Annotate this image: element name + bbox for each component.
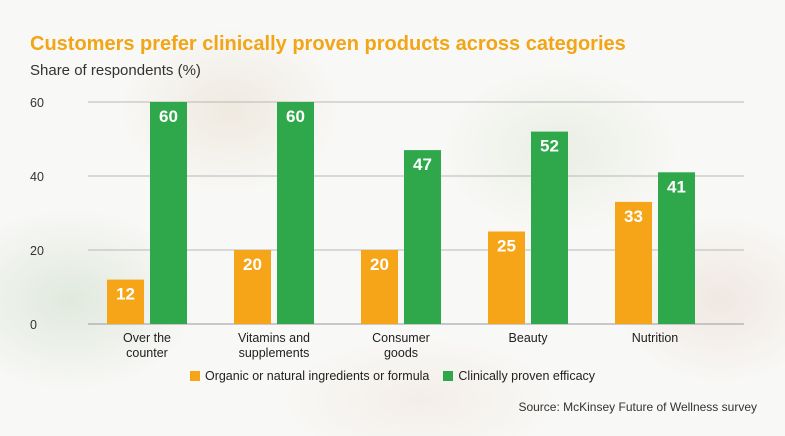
x-tick-label-line: supplements	[239, 346, 310, 360]
x-tick-label: Vitamins and supplements	[238, 331, 310, 360]
x-tick-label-line: Nutrition	[632, 331, 679, 345]
bar-organic	[488, 231, 525, 324]
bar-value-label: 41	[667, 177, 686, 196]
bar-value-label: 60	[159, 107, 178, 126]
x-tick-label-line: Beauty	[509, 331, 549, 345]
y-tick-label: 40	[30, 170, 44, 184]
bar-value-label: 20	[243, 255, 262, 274]
bar-clinical	[531, 131, 568, 324]
bar-clinical	[277, 102, 314, 324]
legend-item-organic: Organic or natural ingredients or formul…	[189, 369, 430, 383]
y-tick-label: 20	[30, 244, 44, 258]
legend-label-clinical: Clinically proven efficacy	[458, 369, 596, 383]
bar-value-label: 12	[116, 285, 135, 304]
chart-subtitle: Share of respondents (%)	[30, 62, 201, 79]
x-tick-label-line: counter	[126, 346, 168, 360]
x-tick-label-line: goods	[384, 346, 418, 360]
legend-label-organic: Organic or natural ingredients or formul…	[204, 369, 430, 383]
x-tick-label: Consumer goods	[372, 331, 430, 360]
x-tick-label: Beauty	[509, 331, 549, 345]
bar-clinical	[658, 172, 695, 324]
bar-clinical	[150, 102, 187, 324]
legend: Organic or natural ingredients or formul…	[0, 369, 785, 383]
x-tick-label-line: Vitamins and	[238, 331, 310, 345]
bar-organic	[361, 250, 398, 324]
bar-value-label: 25	[497, 237, 516, 256]
bar-organic	[107, 279, 144, 324]
bar-value-label: 60	[286, 107, 305, 126]
bar-value-label: 52	[540, 137, 559, 156]
x-tick-label-line: Over the	[123, 331, 171, 345]
y-tick-label: 0	[30, 318, 37, 332]
bar-value-label: 47	[413, 155, 432, 174]
source-note: Source: McKinsey Future of Wellness surv…	[518, 400, 757, 414]
legend-swatch-organic	[189, 371, 200, 381]
bar-organic	[615, 201, 652, 324]
bar-value-label: 33	[624, 207, 643, 226]
bar-clinical	[404, 150, 441, 324]
bar-organic	[234, 250, 271, 324]
x-tick-label: Nutrition	[632, 331, 679, 345]
legend-swatch-clinical	[443, 371, 454, 381]
x-tick-label-line: Consumer	[372, 331, 430, 345]
bar-value-label: 20	[370, 255, 389, 274]
x-tick-label: Over the counter	[123, 331, 171, 360]
chart-title: Customers prefer clinically proven produ…	[30, 33, 626, 55]
legend-item-clinical: Clinically proven efficacy	[443, 369, 595, 383]
y-tick-label: 60	[30, 96, 44, 110]
